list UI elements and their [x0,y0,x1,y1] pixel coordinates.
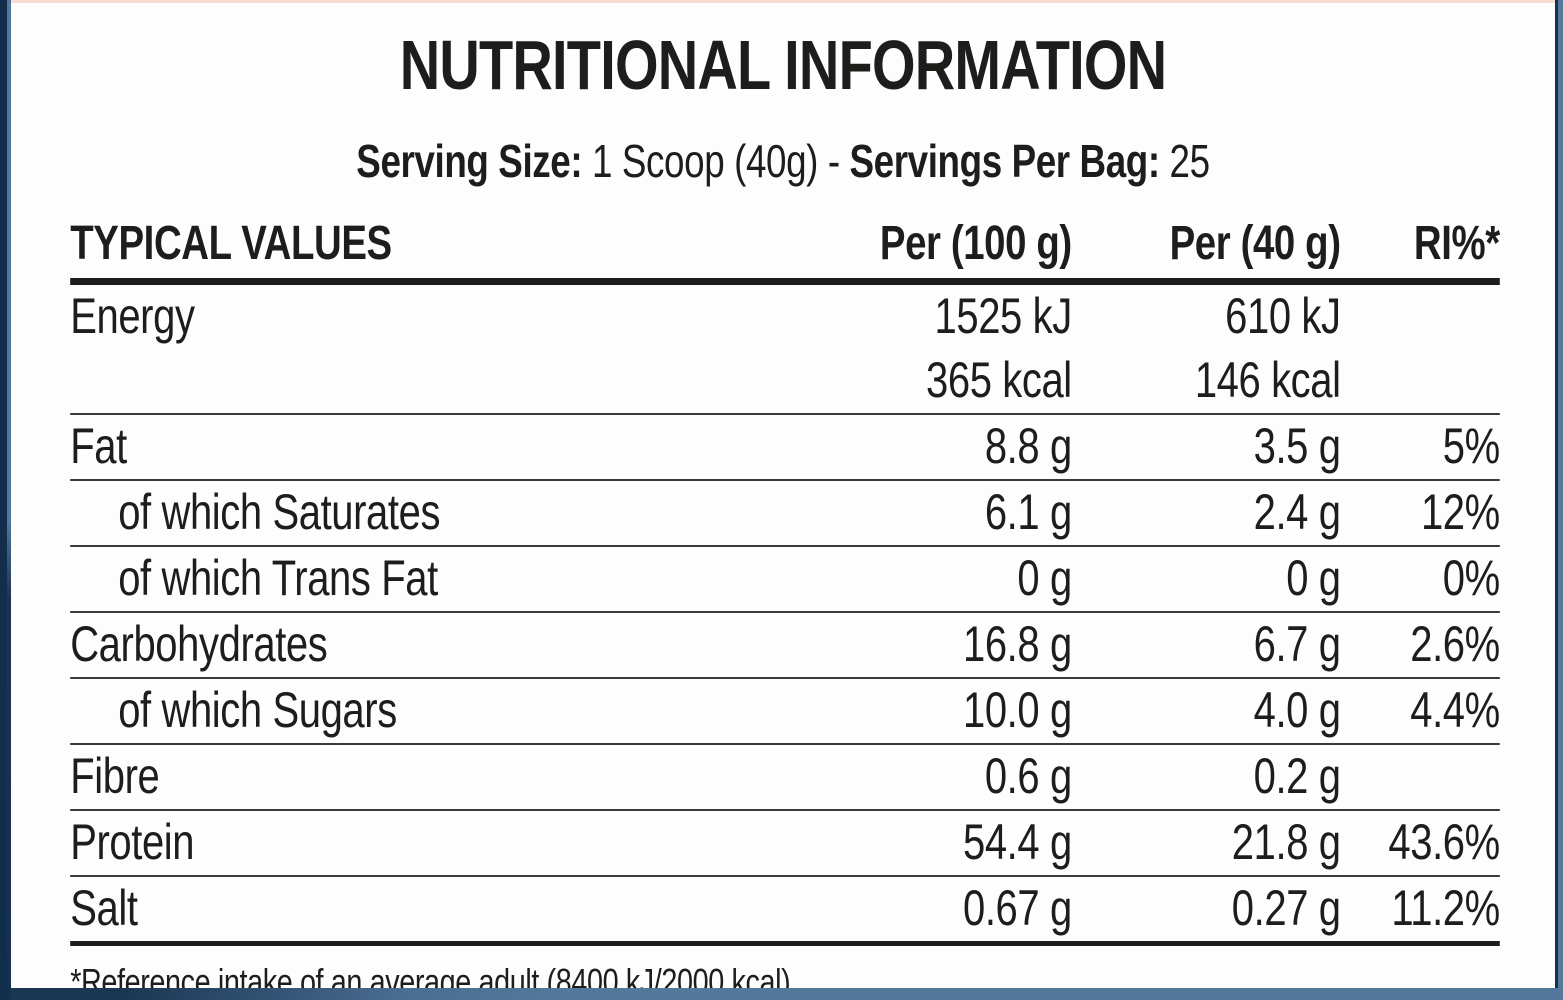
serving-separator: - [827,135,840,187]
left-edge-navy-strip [0,0,7,1000]
servings-per-bag-value: 25 [1169,135,1211,187]
ri-percent-value [1341,285,1500,349]
nutrition-label: NUTRITIONAL INFORMATION Serving Size: 1 … [11,3,1555,988]
per-100g-value: 365 kcal [926,352,1072,408]
per-40g-value: 21.8 g [1231,814,1341,870]
reference-intake-footnote: *Reference intake of an average adult (8… [70,961,791,988]
ri-percent-value: 4.4% [1410,682,1500,738]
nutrient-label: of which Saturates [118,484,441,540]
top-edge-strip [11,0,1555,3]
servings-per-bag-label: Servings Per Bag: [849,135,1161,187]
table-row: Salt 0.67 g 0.27 g 11.2% [70,877,1500,946]
table-row: 365 kcal 146 kcal [70,349,1500,415]
ri-percent-value: 2.6% [1410,616,1500,672]
per-40g-value: 3.5 g [1253,418,1341,474]
left-edge-slate-strip [7,0,11,1000]
ri-percent-value [1341,745,1500,809]
per-40g-value: 2.4 g [1253,484,1341,540]
ri-percent-value: 0% [1442,550,1500,606]
per-100g-value: 6.1 g [984,484,1072,540]
right-edge-slate-strip [1558,0,1563,1000]
ri-percent-value: 5% [1442,418,1500,474]
ri-percent-value: 12% [1420,484,1500,540]
header-ri-percent: RI%* [1413,217,1500,270]
per-100g-value: 54.4 g [962,814,1072,870]
nutrition-table: TYPICAL VALUES Per (100 g) Per (40 g) RI… [11,220,1555,988]
ri-percent-value [1341,349,1500,413]
per-40g-value: 146 kcal [1194,352,1341,408]
per-100g-value: 0.6 g [984,748,1072,804]
table-row: of which Sugars 10.0 g 4.0 g 4.4% [70,679,1500,745]
table-row: of which Saturates 6.1 g 2.4 g 12% [70,481,1500,547]
nutrient-label: Carbohydrates [70,616,328,672]
label-content: NUTRITIONAL INFORMATION Serving Size: 1 … [11,3,1555,988]
nutrient-label: Energy [70,288,195,344]
per-100g-value: 16.8 g [962,616,1072,672]
per-100g-value: 0.67 g [962,880,1072,936]
header-per-100g: Per (100 g) [879,217,1072,270]
per-40g-value: 6.7 g [1253,616,1341,672]
serving-size-label: Serving Size: [356,135,583,187]
per-100g-value: 10.0 g [962,682,1072,738]
table-row: Protein 54.4 g 21.8 g 43.6% [70,811,1500,877]
per-100g-value: 1525 kJ [934,288,1073,344]
per-40g-value: 0 g [1286,550,1341,606]
nutrient-label: Salt [70,880,138,936]
header-typical-values: TYPICAL VALUES [70,220,392,268]
ri-percent-value: 11.2% [1391,880,1500,936]
label-title: NUTRITIONAL INFORMATION [399,26,1167,104]
serving-info-line: Serving Size: 1 Scoop (40g) - Servings P… [11,138,1555,184]
nutrient-label: of which Trans Fat [118,550,438,606]
per-40g-value: 0.27 g [1231,880,1341,936]
per-100g-value: 8.8 g [984,418,1072,474]
per-100g-value: 0 g [1017,550,1072,606]
nutrient-label: of which Sugars [118,682,397,738]
table-header-row: TYPICAL VALUES Per (100 g) Per (40 g) RI… [70,220,1500,285]
table-row: Carbohydrates 16.8 g 6.7 g 2.6% [70,613,1500,679]
per-40g-value: 0.2 g [1253,748,1341,804]
nutrient-label [70,349,710,413]
per-40g-value: 610 kJ [1225,288,1341,344]
table-row: Fat 8.8 g 3.5 g 5% [70,415,1500,481]
serving-size-value: 1 Scoop (40g) [592,135,818,187]
table-row: Fibre 0.6 g 0.2 g [70,745,1500,811]
table-body: Energy 1525 kJ 610 kJ 365 kcal 146 kcal Fat 8.… [70,285,1500,946]
nutrient-label: Fat [70,418,127,474]
nutrient-label: Protein [70,814,195,870]
header-per-40g: Per (40 g) [1169,217,1341,270]
table-row: of which Trans Fat 0 g 0 g 0% [70,547,1500,613]
bottom-edge-band [0,988,1563,1000]
ri-percent-value: 43.6% [1388,814,1500,870]
nutrient-label: Fibre [70,748,160,804]
per-40g-value: 4.0 g [1253,682,1341,738]
table-row: Energy 1525 kJ 610 kJ [70,285,1500,349]
